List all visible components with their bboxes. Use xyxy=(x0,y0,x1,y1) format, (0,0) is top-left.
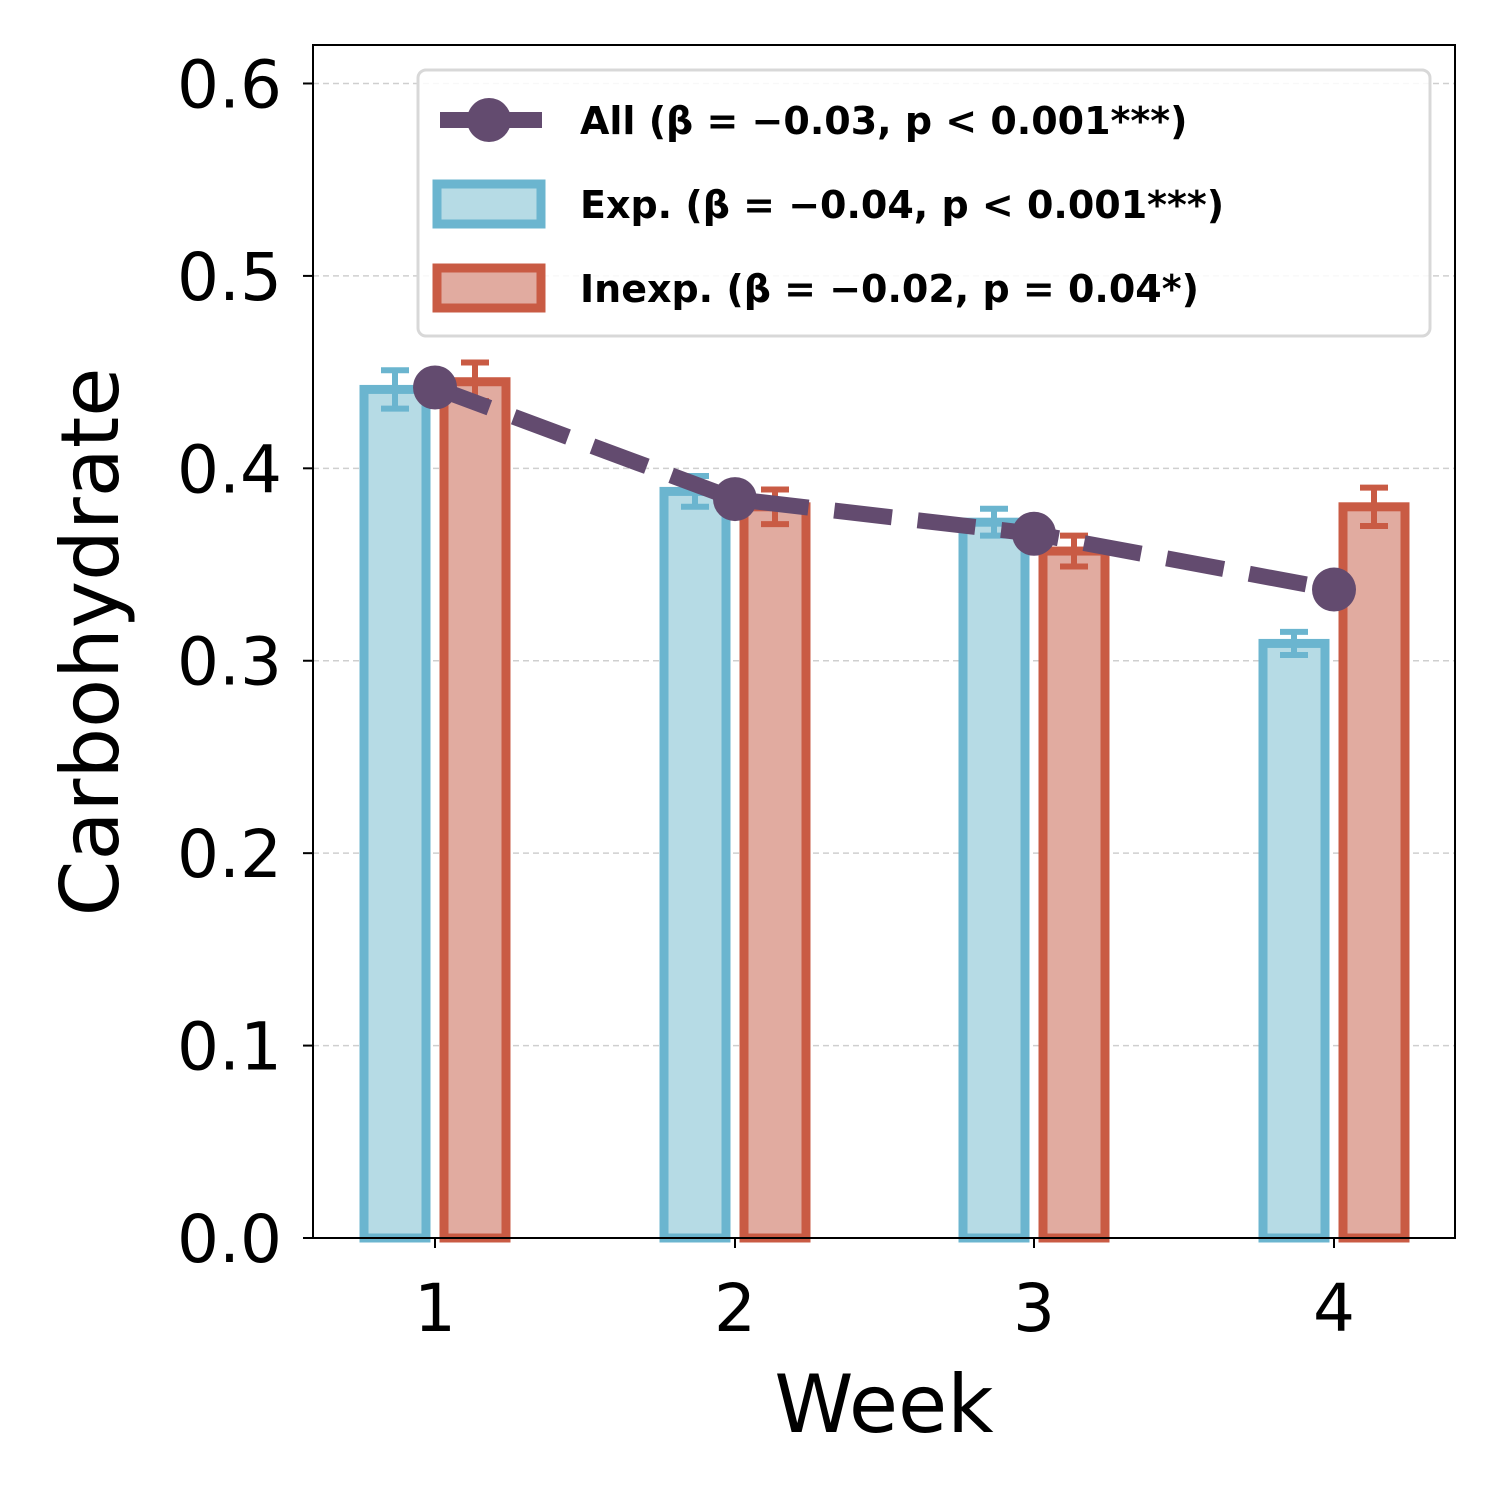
y-tick-label: 0.5 xyxy=(177,239,282,316)
legend: All (β = −0.03, p < 0.001***) Exp. (β = −… xyxy=(416,68,1432,338)
x-tick-label: 4 xyxy=(1313,1270,1355,1347)
all-point-week-1 xyxy=(413,365,457,410)
legend-swatch-exp xyxy=(432,179,546,229)
trend-line xyxy=(413,365,1356,612)
bar-exp-week-3 xyxy=(958,517,1030,1243)
y-tick-label: 0.6 xyxy=(177,46,282,123)
all-point-week-4 xyxy=(1312,567,1356,612)
axis-ticks: 0.0 0.1 0.2 0.3 0.4 0.5 0.6 1 2 3 4 xyxy=(177,46,1355,1347)
x-tick-label: 1 xyxy=(414,1270,456,1347)
y-tick-label: 0.0 xyxy=(177,1201,282,1278)
legend-box xyxy=(416,68,1432,338)
plot-frame xyxy=(312,44,1456,1239)
y-tick-label: 0.1 xyxy=(177,1009,282,1086)
bar-exp-week-4 xyxy=(1258,638,1330,1243)
legend-label-inexp: Inexp. (β = −0.02, p = 0.04*) xyxy=(580,267,1199,311)
x-tick-label: 2 xyxy=(714,1270,756,1347)
y-tick-label: 0.2 xyxy=(177,816,282,893)
all-trend-line xyxy=(432,380,1336,598)
legend-swatch-inexp xyxy=(432,263,546,313)
bar-exp-week-2 xyxy=(659,486,731,1243)
bar-inexp-week-1 xyxy=(439,377,511,1243)
legend-marker xyxy=(467,98,511,142)
x-tick-label: 3 xyxy=(1013,1270,1055,1347)
legend-label-exp: Exp. (β = −0.04, p < 0.001***) xyxy=(580,183,1224,227)
bar-inexp-week-4 xyxy=(1338,502,1410,1243)
y-tick-label: 0.3 xyxy=(177,624,282,701)
y-axis-title: Carbohydrate xyxy=(44,368,137,917)
legend-label-all: All (β = −0.03, p < 0.001***) xyxy=(580,99,1188,143)
bar-exp-week-1 xyxy=(359,384,431,1243)
all-point-week-3 xyxy=(1012,511,1056,556)
y-tick-label: 0.4 xyxy=(177,431,282,508)
x-axis-title: Week xyxy=(774,1358,994,1451)
all-point-week-2 xyxy=(713,477,757,522)
bar-inexp-week-3 xyxy=(1038,546,1110,1243)
bar-inexp-week-2 xyxy=(739,502,811,1243)
